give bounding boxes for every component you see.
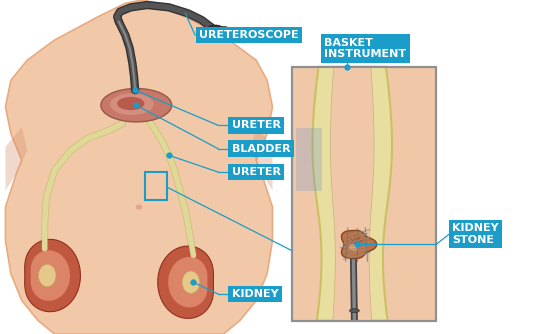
- Text: URETEROSCOPE: URETEROSCOPE: [199, 30, 299, 40]
- Ellipse shape: [117, 97, 144, 110]
- Polygon shape: [330, 67, 374, 321]
- Text: BLADDER: BLADDER: [232, 144, 290, 154]
- Text: URETER: URETER: [232, 167, 281, 177]
- Ellipse shape: [110, 94, 154, 115]
- Text: KIDNEY
STONE: KIDNEY STONE: [452, 223, 499, 244]
- Ellipse shape: [101, 89, 172, 122]
- Ellipse shape: [349, 309, 359, 313]
- Polygon shape: [251, 127, 272, 190]
- Polygon shape: [296, 128, 322, 191]
- Ellipse shape: [227, 27, 233, 31]
- Polygon shape: [5, 0, 272, 334]
- Ellipse shape: [136, 204, 142, 210]
- Polygon shape: [312, 67, 392, 321]
- Text: URETER: URETER: [232, 120, 281, 130]
- Text: KIDNEY: KIDNEY: [232, 289, 278, 299]
- Ellipse shape: [207, 25, 223, 33]
- Polygon shape: [342, 230, 377, 259]
- Ellipse shape: [219, 26, 229, 32]
- Polygon shape: [31, 250, 70, 301]
- Bar: [292, 67, 436, 321]
- Ellipse shape: [182, 271, 199, 293]
- Ellipse shape: [349, 243, 359, 251]
- Polygon shape: [168, 257, 208, 307]
- Bar: [292, 67, 436, 321]
- Polygon shape: [158, 246, 214, 318]
- Text: BASKET
INSTRUMENT: BASKET INSTRUMENT: [324, 38, 407, 59]
- Polygon shape: [25, 239, 81, 312]
- Ellipse shape: [39, 265, 56, 287]
- Polygon shape: [5, 127, 27, 190]
